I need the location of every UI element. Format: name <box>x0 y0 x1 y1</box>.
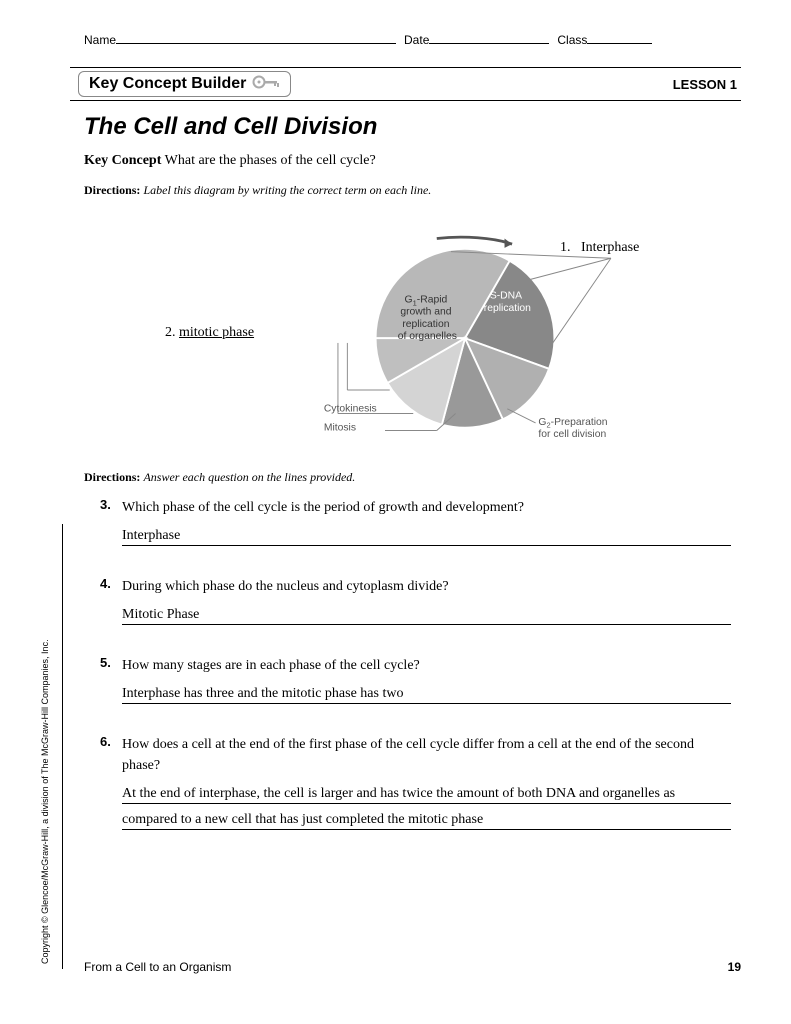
section-bar: Key Concept Builder LESSON 1 <box>70 67 741 101</box>
cytokinesis-label: Cytokinesis <box>324 404 377 415</box>
svg-text:S-DNA replication: S-DNA replication <box>484 291 531 314</box>
question: 3.Which phase of the cell cycle is the p… <box>100 497 731 550</box>
key-icon <box>252 74 280 95</box>
answer-line[interactable]: Mitotic Phase <box>122 603 731 625</box>
cell-cycle-diagram: 1. Interphase 2. mitotic phase G1-Rapid … <box>70 210 741 460</box>
question: 5.How many stages are in each phase of t… <box>100 655 731 708</box>
directions2-label: Directions: <box>84 470 140 484</box>
key-concept-text: What are the phases of the cell cycle? <box>165 153 376 168</box>
question-prompt: During which phase do the nucleus and cy… <box>122 576 731 597</box>
key-concept-label: Key Concept <box>84 153 161 168</box>
concept-builder-tab: Key Concept Builder <box>78 71 291 97</box>
g2-label: G2-Preparation for cell division <box>538 417 610 440</box>
page-footer: From a Cell to an Organism 19 <box>84 960 741 974</box>
page-title: The Cell and Cell Division <box>84 113 741 141</box>
margin-line <box>62 524 63 969</box>
name-blank[interactable] <box>116 30 396 44</box>
question-number: 6. <box>100 734 122 834</box>
directions1-text: Label this diagram by writing the correc… <box>143 183 431 197</box>
page-number: 19 <box>728 960 741 974</box>
date-label: Date <box>404 33 429 47</box>
directions-2: Directions: Answer each question on the … <box>84 470 741 485</box>
question-number: 4. <box>100 576 122 629</box>
question-prompt: Which phase of the cell cycle is the per… <box>122 497 731 518</box>
header-fields: Name Date Class <box>70 30 741 47</box>
svg-text:G1-Rapid growth and: G1-Rapid growth and replication of organ… <box>398 294 457 342</box>
directions2-text: Answer each question on the lines provid… <box>143 470 355 484</box>
question-prompt: How does a cell at the end of the first … <box>122 734 731 776</box>
label-2-num: 2. <box>165 325 176 340</box>
question: 4.During which phase do the nucleus and … <box>100 576 731 629</box>
class-label: Class <box>557 33 587 47</box>
directions-1: Directions: Label this diagram by writin… <box>84 183 741 198</box>
key-concept: Key Concept What are the phases of the c… <box>84 153 741 169</box>
answer-line[interactable]: At the end of interphase, the cell is la… <box>122 782 731 804</box>
date-blank[interactable] <box>429 30 549 44</box>
question-number: 5. <box>100 655 122 708</box>
questions: 3.Which phase of the cell cycle is the p… <box>100 497 731 834</box>
name-label: Name <box>84 33 116 47</box>
diagram-label-2: 2. mitotic phase <box>165 325 254 341</box>
answer-line[interactable]: Interphase has three and the mitotic pha… <box>122 682 731 704</box>
mitosis-label: Mitosis <box>324 422 356 433</box>
lesson-label: LESSON 1 <box>673 77 737 92</box>
tab-label: Key Concept Builder <box>89 75 246 93</box>
question-prompt: How many stages are in each phase of the… <box>122 655 731 676</box>
label-2-text: mitotic phase <box>179 325 254 340</box>
question-number: 3. <box>100 497 122 550</box>
answer-line[interactable]: compared to a new cell that has just com… <box>122 808 731 830</box>
question: 6.How does a cell at the end of the firs… <box>100 734 731 834</box>
answer-line[interactable]: Interphase <box>122 524 731 546</box>
footer-left: From a Cell to an Organism <box>84 960 231 974</box>
copyright-text: Copyright © Glencoe/McGraw-Hill, a divis… <box>40 639 50 964</box>
class-blank[interactable] <box>587 30 652 44</box>
pie-chart: G1-Rapid growth and replication of organ… <box>305 230 515 440</box>
directions1-label: Directions: <box>84 183 140 197</box>
